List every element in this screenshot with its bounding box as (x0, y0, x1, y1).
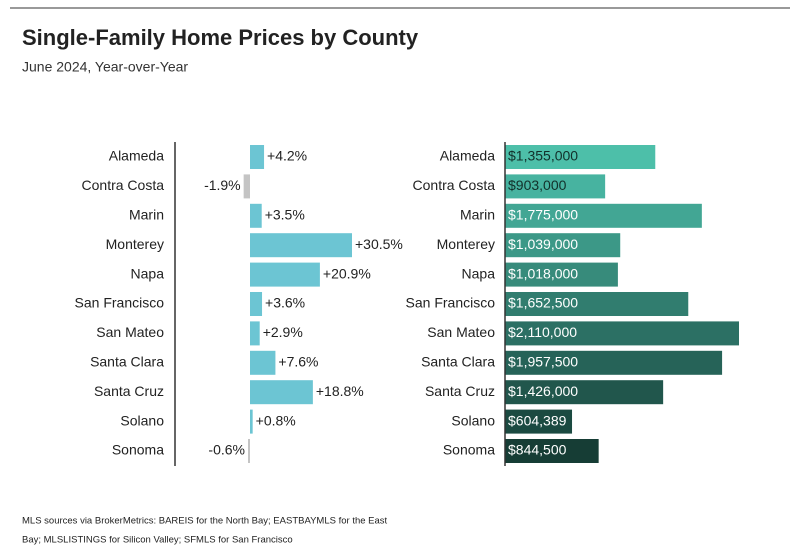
footnote: Bay; MLSLISTINGS for Silicon Valley; SFM… (22, 535, 293, 546)
bar (250, 145, 265, 169)
value-label: $2,110,000 (508, 324, 577, 340)
bar (505, 145, 656, 169)
bar (247, 439, 250, 463)
category-label: Sonoma (443, 442, 495, 458)
value-label: +7.6% (278, 354, 318, 370)
category-label: Santa Clara (90, 354, 164, 370)
value-label: +3.6% (265, 295, 305, 311)
category-label: San Francisco (75, 295, 165, 311)
bar (505, 439, 599, 463)
bar (243, 174, 250, 199)
value-label: $1,775,000 (508, 207, 578, 223)
subtitle: June 2024, Year-over-Year (22, 59, 188, 75)
category-label: Solano (120, 412, 164, 428)
bar (250, 262, 320, 287)
bar (505, 233, 621, 258)
category-label: Napa (131, 265, 165, 281)
category-label: Alameda (109, 148, 164, 164)
value-label: $844,500 (508, 442, 567, 458)
title: Single-Family Home Prices by County (22, 25, 419, 50)
bar (505, 203, 702, 228)
category-label: Marin (129, 207, 164, 223)
bar (505, 262, 618, 287)
bar (250, 380, 313, 405)
value-label: +30.5% (355, 236, 403, 252)
bar (505, 174, 606, 199)
category-label: San Mateo (427, 324, 495, 340)
category-label: Solano (451, 412, 495, 428)
footnote: MLS sources via BrokerMetrics: BAREIS fo… (22, 516, 388, 527)
bar (250, 292, 263, 316)
category-label: Santa Cruz (425, 383, 495, 399)
category-label: Santa Cruz (94, 383, 164, 399)
value-label: $604,389 (508, 412, 567, 428)
value-label: +20.9% (323, 265, 371, 281)
value-label: -0.6% (208, 442, 245, 458)
bar (250, 321, 260, 346)
category-label: Monterey (437, 236, 495, 252)
category-label: Contra Costa (413, 177, 496, 193)
value-label: $1,652,500 (508, 295, 578, 311)
value-label: +0.8% (256, 412, 296, 428)
category-label: Monterey (106, 236, 164, 252)
bar (250, 233, 352, 258)
value-label: -1.9% (204, 177, 241, 193)
category-label: Contra Costa (82, 177, 165, 193)
value-label: $903,000 (508, 177, 567, 193)
category-label: San Francisco (406, 295, 496, 311)
value-label: +18.8% (316, 383, 364, 399)
value-label: $1,039,000 (508, 236, 578, 252)
value-label: +2.9% (263, 324, 303, 340)
category-label: Napa (462, 265, 496, 281)
value-label: $1,355,000 (508, 148, 578, 164)
bar (505, 350, 723, 375)
value-label: +4.2% (267, 148, 307, 164)
bar (250, 350, 276, 375)
bar (250, 203, 262, 228)
category-label: Alameda (440, 148, 495, 164)
value-label: $1,957,500 (508, 354, 578, 370)
category-label: Santa Clara (421, 354, 495, 370)
bar (505, 380, 664, 405)
bar (505, 321, 739, 346)
category-label: Marin (460, 207, 495, 223)
bar (250, 409, 253, 434)
value-label: $1,426,000 (508, 383, 578, 399)
category-label: San Mateo (96, 324, 164, 340)
category-label: Sonoma (112, 442, 164, 458)
value-label: $1,018,000 (508, 265, 578, 281)
bar (505, 292, 689, 316)
bar (505, 409, 573, 434)
value-label: +3.5% (265, 207, 305, 223)
